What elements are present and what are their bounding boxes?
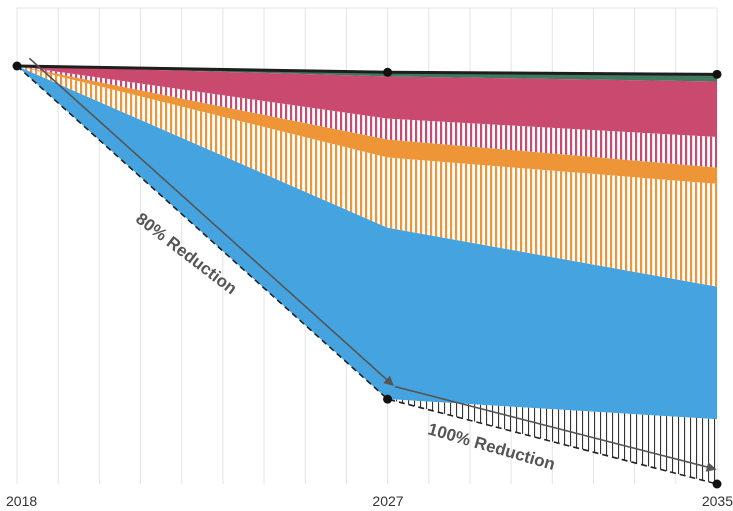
area-layers <box>17 66 717 484</box>
area-layer-3 <box>17 66 717 184</box>
reduction-arrow-1 <box>394 385 717 472</box>
point-top-2018 <box>12 61 22 71</box>
x-tick-label-2018: 2018 <box>6 493 37 509</box>
x-tick-label-2027: 2027 <box>372 493 403 509</box>
area-layer-6 <box>17 66 717 484</box>
area-layer-5 <box>17 66 717 420</box>
point-top-2027 <box>383 67 393 77</box>
point-target-2035 <box>712 479 722 489</box>
point-target-2027 <box>383 394 393 404</box>
point-top-2035 <box>712 69 722 79</box>
x-tick-label-2035: 2035 <box>702 493 733 509</box>
reduction-arrow-0 <box>28 57 394 387</box>
data-points <box>12 61 722 489</box>
area-layer-4 <box>17 66 717 287</box>
area-layer-1 <box>17 66 717 138</box>
target-path-line <box>16 65 718 485</box>
area-layer-2 <box>17 66 717 168</box>
reduction-arrows <box>28 57 717 472</box>
